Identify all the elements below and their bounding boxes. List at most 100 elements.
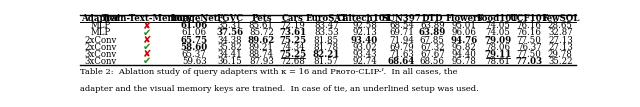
Text: 27.13: 27.13 [548, 36, 573, 45]
Text: 94.76: 94.76 [451, 36, 478, 45]
Text: ✔: ✔ [143, 56, 152, 66]
Text: 69.71: 69.71 [389, 28, 414, 37]
Text: 74.05: 74.05 [485, 21, 510, 30]
Text: 67.85: 67.85 [420, 36, 445, 45]
Text: 83.53: 83.53 [314, 28, 339, 37]
Text: 35.82: 35.82 [218, 43, 243, 52]
Text: 36.15: 36.15 [218, 57, 243, 66]
Text: FewSOL: FewSOL [541, 14, 580, 23]
Text: Flowers: Flowers [445, 14, 483, 23]
Text: 93.02: 93.02 [352, 43, 377, 52]
Text: 93.43: 93.43 [352, 50, 377, 59]
Text: 34.38: 34.38 [218, 36, 243, 45]
Text: Table 2:  Ablation study of query adapters with κ = 16 and Pʀᴏᴛᴏ-CLIP-ᶠ.  In all: Table 2: Ablation study of query adapter… [80, 68, 458, 76]
Text: MLP: MLP [90, 28, 111, 37]
Text: 77.50: 77.50 [516, 50, 541, 59]
Text: 93.40: 93.40 [351, 36, 378, 45]
Text: 37.56: 37.56 [216, 28, 244, 37]
Text: SUN397: SUN397 [381, 14, 422, 23]
Text: Cars: Cars [282, 14, 303, 23]
Text: Food101: Food101 [477, 14, 518, 23]
Text: 74.34: 74.34 [280, 43, 305, 52]
Text: ImageNet: ImageNet [170, 14, 218, 23]
Text: 61.06: 61.06 [182, 28, 207, 37]
Text: 63.89: 63.89 [420, 21, 445, 30]
Text: 75.25: 75.25 [279, 36, 306, 45]
Text: 95.78: 95.78 [452, 57, 477, 66]
Text: Pets: Pets [251, 14, 271, 23]
Text: 65.37: 65.37 [182, 50, 207, 59]
Text: 27.13: 27.13 [548, 43, 573, 52]
Text: 79.09: 79.09 [484, 36, 511, 45]
Text: 78.06: 78.06 [485, 43, 510, 52]
Text: 85.72: 85.72 [249, 28, 274, 37]
Text: 2xConv: 2xConv [84, 43, 116, 52]
Text: 72.19: 72.19 [280, 21, 305, 30]
Text: UCF101: UCF101 [509, 14, 548, 23]
Text: 68.56: 68.56 [420, 57, 445, 66]
Text: 89.62: 89.62 [248, 36, 275, 45]
Text: 76.37: 76.37 [516, 43, 541, 52]
Text: 32.87: 32.87 [548, 28, 573, 37]
Text: 81.78: 81.78 [314, 43, 339, 52]
Text: 81.57: 81.57 [314, 57, 339, 66]
Text: 96.06: 96.06 [452, 28, 477, 37]
Text: 65.75: 65.75 [180, 36, 208, 45]
Text: ✘: ✘ [143, 21, 152, 31]
Text: 58.60: 58.60 [180, 43, 208, 52]
Text: 87.93: 87.93 [249, 57, 274, 66]
Text: 92.58: 92.58 [352, 21, 377, 30]
Text: 34.41: 34.41 [218, 50, 243, 59]
Text: 71.94: 71.94 [389, 36, 414, 45]
Text: 92.74: 92.74 [352, 57, 377, 66]
Text: Adapter: Adapter [81, 14, 120, 23]
Text: 71.63: 71.63 [389, 50, 414, 59]
Text: 81.85: 81.85 [314, 36, 339, 45]
Text: 88.74: 88.74 [249, 50, 274, 59]
Text: 67.67: 67.67 [420, 50, 445, 59]
Text: 2xConv: 2xConv [84, 36, 116, 45]
Text: 29.78: 29.78 [548, 50, 573, 59]
Text: DTD: DTD [422, 14, 443, 23]
Text: 92.13: 92.13 [352, 28, 377, 37]
Text: 76.16: 76.16 [516, 21, 541, 30]
Text: 83.47: 83.47 [314, 21, 339, 30]
Text: 94.40: 94.40 [452, 50, 477, 59]
Text: 63.89: 63.89 [419, 28, 446, 37]
Text: 28.65: 28.65 [548, 21, 573, 30]
Text: 79.11: 79.11 [484, 50, 511, 59]
Text: 61.06: 61.06 [180, 21, 208, 30]
Text: ✘: ✘ [143, 35, 152, 45]
Text: ✘: ✘ [143, 49, 152, 59]
Text: 67.32: 67.32 [420, 43, 445, 52]
Text: 3xConv: 3xConv [84, 50, 116, 59]
Text: MLP: MLP [90, 21, 111, 30]
Text: 82.21: 82.21 [312, 50, 340, 59]
Text: 78.61: 78.61 [485, 57, 510, 66]
Text: ✔: ✔ [143, 28, 152, 38]
Text: EuroSAT: EuroSAT [305, 14, 348, 23]
Text: 59.63: 59.63 [182, 57, 207, 66]
Text: 73.61: 73.61 [279, 28, 307, 37]
Text: 35.22: 35.22 [548, 57, 573, 66]
Text: 72.68: 72.68 [280, 57, 305, 66]
Text: 3xConv: 3xConv [84, 57, 116, 66]
Text: 89.21: 89.21 [249, 43, 274, 52]
Text: 74.05: 74.05 [485, 28, 510, 37]
Text: 77.50: 77.50 [516, 36, 541, 45]
Text: 95.82: 95.82 [452, 43, 477, 52]
Text: 75.25: 75.25 [279, 50, 306, 59]
Text: 76.16: 76.16 [516, 28, 541, 37]
Text: adapter and the visual memory keys are trained.  In case of tie, an underlined s: adapter and the visual memory keys are t… [80, 85, 479, 93]
Text: 69.79: 69.79 [389, 43, 414, 52]
Text: 68.64: 68.64 [388, 57, 415, 66]
Text: 35.31: 35.31 [218, 21, 243, 30]
Text: FGVC: FGVC [216, 14, 244, 23]
Text: 95.01: 95.01 [452, 21, 477, 30]
Text: ✔: ✔ [143, 42, 152, 52]
Text: Train-Text-Memory: Train-Text-Memory [102, 14, 193, 23]
Text: Caltech101: Caltech101 [337, 14, 392, 23]
Text: 77.03: 77.03 [515, 57, 543, 66]
Text: 68.54: 68.54 [389, 21, 414, 30]
Text: 85.61: 85.61 [249, 21, 274, 30]
